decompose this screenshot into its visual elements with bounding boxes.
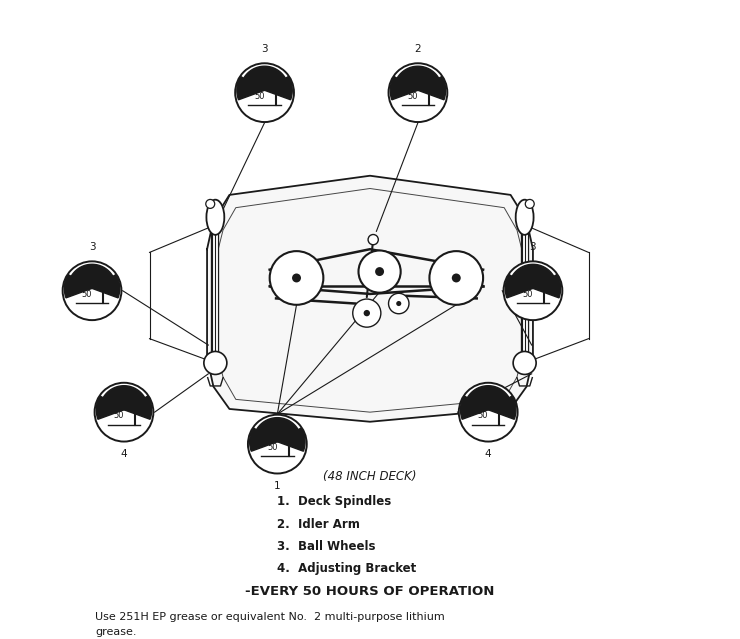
Circle shape bbox=[396, 301, 401, 306]
Circle shape bbox=[353, 299, 381, 327]
Polygon shape bbox=[240, 66, 289, 90]
Polygon shape bbox=[418, 77, 445, 100]
Text: 3: 3 bbox=[261, 44, 268, 54]
Polygon shape bbox=[124, 396, 152, 419]
Text: 1.  Deck Spindles: 1. Deck Spindles bbox=[278, 495, 391, 508]
Text: 50: 50 bbox=[255, 91, 265, 101]
Text: 2: 2 bbox=[414, 44, 421, 54]
Circle shape bbox=[292, 273, 301, 282]
Circle shape bbox=[358, 250, 400, 293]
Circle shape bbox=[375, 267, 384, 276]
Text: 4: 4 bbox=[485, 449, 491, 459]
Text: -EVERY 50 HOURS OF OPERATION: -EVERY 50 HOURS OF OPERATION bbox=[246, 585, 494, 597]
Circle shape bbox=[363, 310, 370, 316]
Text: 50: 50 bbox=[267, 443, 278, 452]
Circle shape bbox=[63, 261, 121, 320]
Polygon shape bbox=[68, 265, 115, 288]
Polygon shape bbox=[460, 396, 488, 419]
Text: 50: 50 bbox=[408, 91, 418, 101]
Text: 3.  Ball Wheels: 3. Ball Wheels bbox=[278, 540, 376, 553]
Circle shape bbox=[452, 273, 461, 282]
Text: 3: 3 bbox=[530, 242, 536, 252]
Circle shape bbox=[206, 199, 215, 208]
Text: 1: 1 bbox=[274, 481, 280, 491]
Ellipse shape bbox=[206, 199, 224, 235]
Circle shape bbox=[388, 63, 447, 122]
Text: 50: 50 bbox=[114, 411, 124, 420]
Text: 3: 3 bbox=[89, 242, 95, 252]
Circle shape bbox=[204, 351, 227, 374]
Text: 50: 50 bbox=[81, 289, 92, 299]
Polygon shape bbox=[207, 176, 533, 422]
Text: 4: 4 bbox=[121, 449, 127, 459]
Polygon shape bbox=[505, 275, 533, 298]
Text: 50: 50 bbox=[478, 411, 488, 420]
Text: 2.  Idler Arm: 2. Idler Arm bbox=[278, 518, 360, 530]
Polygon shape bbox=[265, 77, 292, 100]
Polygon shape bbox=[254, 418, 301, 442]
Polygon shape bbox=[394, 66, 442, 90]
Polygon shape bbox=[390, 77, 418, 100]
Polygon shape bbox=[92, 275, 120, 298]
Circle shape bbox=[513, 351, 536, 374]
Polygon shape bbox=[533, 275, 561, 298]
Circle shape bbox=[459, 383, 517, 442]
Circle shape bbox=[388, 293, 409, 314]
Circle shape bbox=[368, 235, 378, 245]
Text: 50: 50 bbox=[522, 289, 533, 299]
Polygon shape bbox=[465, 386, 512, 410]
Polygon shape bbox=[96, 396, 124, 419]
Polygon shape bbox=[64, 275, 92, 298]
Polygon shape bbox=[100, 386, 148, 410]
Circle shape bbox=[248, 415, 307, 473]
Circle shape bbox=[95, 383, 153, 442]
Polygon shape bbox=[237, 77, 265, 100]
Polygon shape bbox=[509, 265, 556, 288]
Circle shape bbox=[429, 251, 483, 305]
Text: 4.  Adjusting Bracket: 4. Adjusting Bracket bbox=[278, 562, 417, 575]
Circle shape bbox=[235, 63, 294, 122]
Circle shape bbox=[503, 261, 562, 320]
Circle shape bbox=[525, 199, 534, 208]
Ellipse shape bbox=[516, 199, 534, 235]
Text: (48 INCH DECK): (48 INCH DECK) bbox=[323, 470, 417, 482]
Polygon shape bbox=[488, 396, 516, 419]
Polygon shape bbox=[278, 428, 305, 451]
Circle shape bbox=[269, 251, 323, 305]
Polygon shape bbox=[249, 428, 278, 451]
Text: Use 251H EP grease or equivalent No.  2 multi-purpose lithium
grease.: Use 251H EP grease or equivalent No. 2 m… bbox=[95, 612, 445, 637]
